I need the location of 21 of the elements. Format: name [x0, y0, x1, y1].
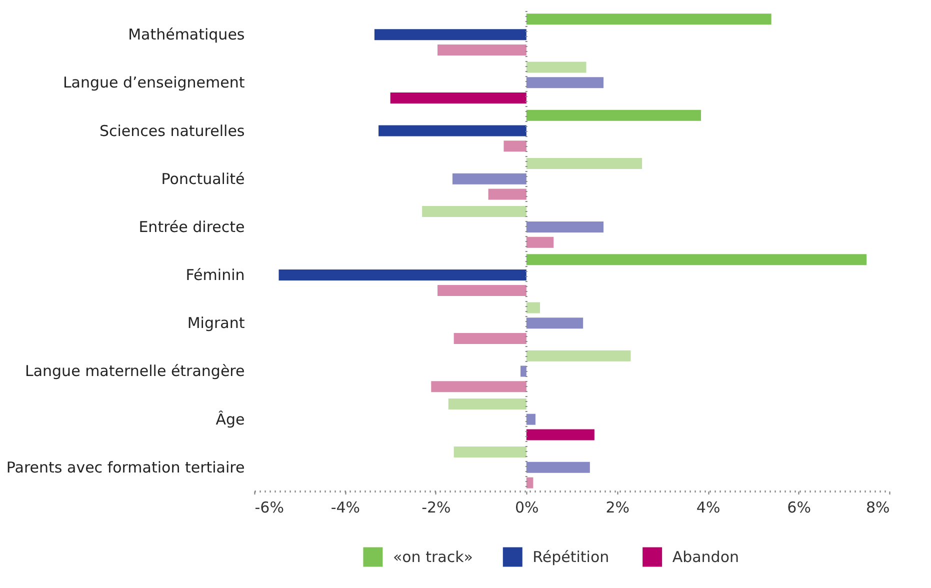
- y-tick-label: Langue d’enseignement: [62, 74, 245, 92]
- x-tick-label: 8%: [866, 498, 890, 516]
- x-tick-label: 0%: [514, 498, 539, 516]
- x-tick-label: -2%: [422, 498, 451, 516]
- x-tick-label: -6%: [254, 498, 284, 516]
- x-tick-label: 4%: [696, 498, 720, 516]
- x-tick-label: 6%: [787, 498, 811, 516]
- y-tick-label: Féminin: [186, 266, 245, 284]
- y-tick-label: Ponctualité: [161, 170, 245, 188]
- y-tick-label: Langue maternelle étrangère: [24, 362, 245, 380]
- y-tick-label: Migrant: [187, 314, 245, 332]
- y-tick-label: Âge: [216, 410, 245, 428]
- y-tick-label: Parents avec formation tertiaire: [6, 458, 245, 476]
- legend-label: Abandon: [672, 548, 740, 566]
- x-tick-label: -4%: [330, 498, 360, 516]
- y-tick-label: Entrée directe: [138, 218, 245, 236]
- y-tick-label: Mathématiques: [128, 26, 245, 44]
- legend-label: «on track»: [392, 548, 473, 566]
- legend-label: Répétition: [532, 548, 610, 566]
- x-tick-label: 2%: [606, 498, 630, 516]
- y-tick-label: Sciences naturelles: [99, 122, 245, 140]
